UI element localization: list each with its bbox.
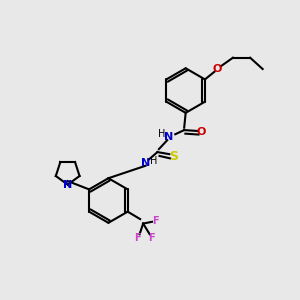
Text: N: N xyxy=(63,180,72,190)
Text: H: H xyxy=(150,156,157,166)
Text: O: O xyxy=(197,128,206,137)
Text: F: F xyxy=(152,216,159,226)
Text: F: F xyxy=(134,233,141,243)
Text: N: N xyxy=(141,158,150,168)
Text: O: O xyxy=(213,64,222,74)
Text: F: F xyxy=(148,233,155,243)
Text: H: H xyxy=(158,129,166,139)
Text: N: N xyxy=(164,132,173,142)
Text: S: S xyxy=(169,150,178,163)
